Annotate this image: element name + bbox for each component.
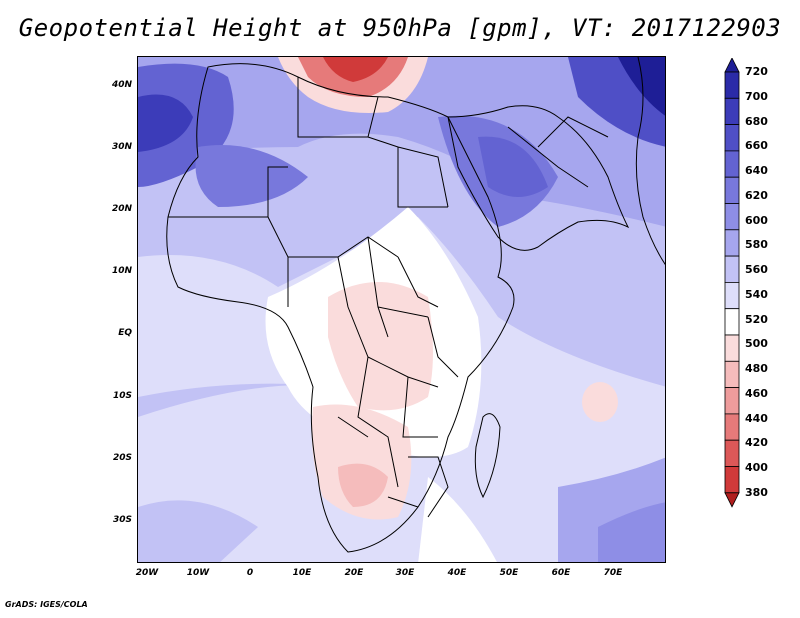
field-nw-atlantic-core: [138, 94, 193, 152]
lon-label: 20E: [344, 568, 364, 578]
colorbar-segment: [724, 255, 740, 283]
credit-text: GrADS: IGES/COLA: [5, 600, 88, 609]
colorbar-segment: [724, 97, 740, 125]
north-borders: [297, 77, 449, 208]
colorbar-segment: [724, 308, 740, 336]
colorbar-segment: [724, 439, 740, 467]
lat-label: 40N: [111, 80, 132, 90]
lon-label: 60E: [551, 568, 571, 578]
lon-label: 70E: [603, 568, 623, 578]
lat-label: 10N: [111, 266, 132, 276]
colorbar-label: 520: [745, 312, 768, 326]
india-coast: [635, 57, 665, 265]
colorbar-label: 600: [745, 213, 768, 227]
colorbar-label: 580: [745, 238, 768, 252]
colorbar-segment: [724, 203, 740, 231]
colorbar-label: 620: [745, 188, 768, 202]
contour-map: [138, 57, 665, 562]
colorbar-segment: [724, 360, 740, 388]
country-borders: [168, 166, 459, 488]
map-title: Geopotential Height at 950hPa [gpm], VT:…: [18, 14, 782, 42]
lon-label: 40E: [447, 568, 467, 578]
colorbar-label: 420: [745, 436, 768, 450]
colorbar-segment: [724, 150, 740, 178]
colorbar-label: 460: [745, 386, 768, 400]
colorbar: [724, 58, 740, 508]
lon-label: 10E: [292, 568, 312, 578]
arabia-coast: [447, 105, 630, 251]
lon-label: 10W: [186, 568, 210, 578]
colorbar-segment: [724, 124, 740, 152]
field-indian-ocean-spot: [582, 382, 618, 422]
colorbar-label: 680: [745, 114, 768, 128]
madagascar: [474, 413, 501, 499]
lat-label: 20S: [112, 453, 132, 463]
lon-label: 20W: [135, 568, 159, 578]
field-low-central: [328, 282, 433, 411]
colorbar-top-arrow: [724, 58, 740, 73]
colorbar-label: 480: [745, 362, 768, 376]
colorbar-segment: [724, 413, 740, 441]
lat-label: 30N: [111, 142, 132, 152]
colorbar-segment: [724, 281, 740, 310]
colorbar-label: 500: [745, 337, 768, 351]
colorbar-label: 540: [745, 287, 768, 301]
lon-label: 0: [246, 568, 254, 578]
colorbar-label: 400: [745, 461, 768, 475]
colorbar-label: 700: [745, 89, 768, 103]
colorbar-bottom-arrow: [724, 492, 740, 508]
colorbar-label: 720: [745, 65, 768, 78]
field-low-south: [311, 404, 412, 520]
colorbar-segment: [724, 387, 740, 415]
colorbar-label: 640: [745, 164, 768, 177]
coastlines: [166, 57, 665, 553]
colorbar-label: 380: [745, 485, 768, 499]
field-arabia-core: [478, 136, 548, 197]
colorbar-label: 560: [745, 263, 768, 277]
colorbar-segment: [724, 466, 740, 494]
lat-label: 30S: [112, 515, 132, 525]
colorbar-segment: [724, 176, 740, 204]
colorbar-segment: [724, 229, 740, 257]
field-med-low-core: [323, 57, 388, 82]
field-se-ocean-2: [598, 502, 665, 562]
field-sahara-west: [195, 145, 308, 207]
lon-label: 30E: [395, 568, 415, 578]
field-south-atl: [138, 500, 258, 562]
field-low-kalahari: [338, 463, 388, 507]
southern-borders: [387, 456, 449, 518]
colorbar-segment: [724, 71, 740, 99]
lat-label: 10S: [112, 391, 132, 401]
field-moz-channel: [418, 477, 497, 562]
map-panel: [137, 56, 666, 563]
colorbar-segment: [724, 334, 740, 362]
lon-label: 50E: [499, 568, 519, 578]
colorbar-label: 440: [745, 411, 768, 425]
field-ne-core: [618, 57, 665, 116]
colorbar-label: 660: [745, 139, 768, 153]
middle-east-borders: [507, 116, 609, 188]
lat-label: 20N: [111, 204, 132, 214]
lat-label: EQ: [118, 328, 132, 338]
